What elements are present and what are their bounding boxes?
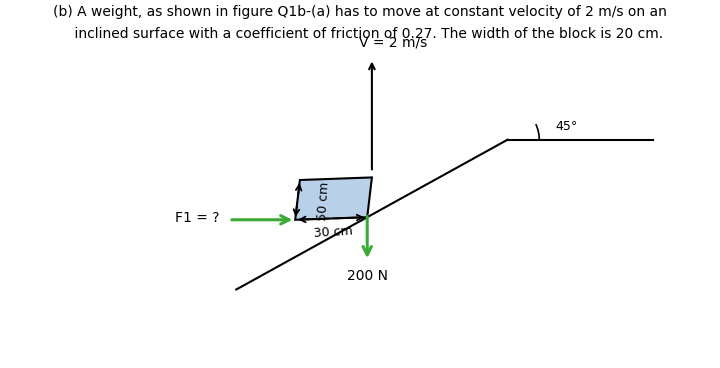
Text: inclined surface with a coefficient of friction of 0.27. The width of the block : inclined surface with a coefficient of f… (57, 27, 663, 41)
Polygon shape (295, 177, 372, 220)
Text: V = 2 m/s: V = 2 m/s (359, 35, 427, 50)
Text: 50 cm: 50 cm (316, 181, 332, 221)
Text: 200 N: 200 N (347, 269, 387, 283)
Text: 30 cm: 30 cm (313, 224, 353, 240)
Text: (b) A weight, as shown in figure Q1b-(a) has to move at constant velocity of 2 m: (b) A weight, as shown in figure Q1b-(a)… (53, 5, 667, 19)
Text: F1 = ?: F1 = ? (175, 211, 219, 225)
Text: 45°: 45° (556, 120, 578, 133)
